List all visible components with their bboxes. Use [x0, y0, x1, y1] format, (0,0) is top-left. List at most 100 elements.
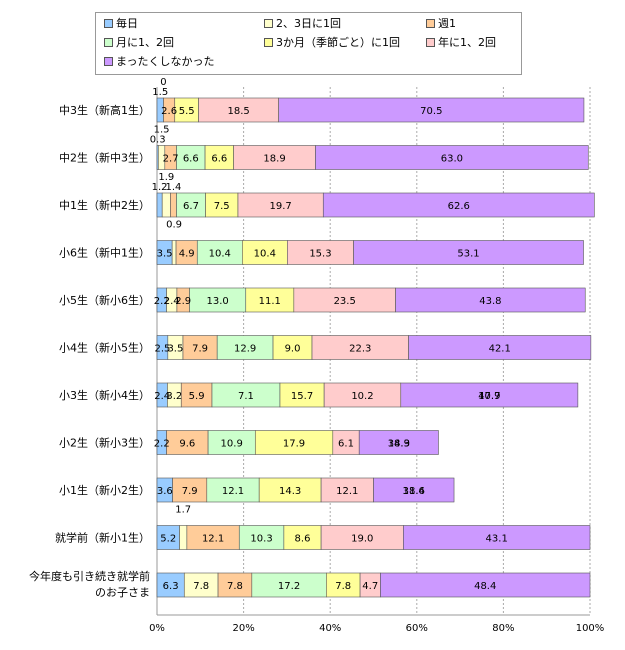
- legend-item: 月に1、2回: [104, 34, 174, 50]
- bar-segment: [172, 477, 208, 503]
- data-label: 10.3: [250, 534, 272, 545]
- bar-segment: [380, 572, 591, 598]
- data-label: 12.1: [336, 486, 358, 497]
- data-label: 17.2: [278, 581, 300, 592]
- data-label: 2.2: [154, 439, 170, 450]
- bar-segment: [238, 525, 285, 550]
- legend-item: 週1: [426, 15, 456, 31]
- bar-segment: [358, 430, 439, 455]
- bar-segment: [323, 382, 402, 408]
- bar-segment: [326, 572, 361, 598]
- bar-segment: [242, 240, 288, 265]
- bar-segment: [161, 192, 171, 218]
- category-label: 今年度も引き続き就学前: [29, 569, 150, 583]
- legend-swatch: [104, 18, 113, 28]
- data-label: 1.5: [154, 125, 170, 136]
- legend-item: 毎日: [104, 15, 138, 31]
- legend-label: 週1: [438, 17, 456, 30]
- data-label: 2.7: [163, 154, 179, 165]
- bar-segment: [170, 192, 177, 218]
- bar-segment: [293, 287, 396, 313]
- bar-segment: [403, 525, 591, 550]
- legend-swatch: [426, 37, 435, 47]
- data-label: 2.9: [175, 296, 191, 307]
- x-tick-label: 0%: [149, 623, 165, 634]
- data-label: 0.9: [166, 220, 182, 231]
- data-label: 23.5: [334, 296, 356, 307]
- data-label: 42.1: [489, 344, 511, 355]
- bar-segment: [205, 192, 239, 218]
- data-label: 48.4: [474, 581, 496, 592]
- legend-label: 2、3日に1回: [276, 17, 341, 30]
- category-label: 就学前（新小1生）: [55, 531, 150, 545]
- x-tick-label: 100%: [576, 623, 605, 634]
- data-label: 7.1: [238, 391, 254, 402]
- legend-label: 3か月（季節ごと）に1回: [276, 36, 400, 49]
- bar-segment: [176, 192, 206, 218]
- bar-segment: [278, 97, 585, 123]
- data-label: 31.4: [403, 486, 425, 497]
- data-label: 5.9: [189, 391, 205, 402]
- data-label: 6.6: [211, 154, 227, 165]
- category-label: 小2生（新小3生）: [59, 436, 150, 450]
- data-label: 7.9: [192, 344, 208, 355]
- data-label: 1.9: [158, 172, 174, 183]
- legend-label: まったくしなかった: [116, 55, 215, 68]
- data-label: 8.6: [295, 534, 311, 545]
- legend-item: まったくしなかった: [104, 53, 215, 69]
- data-label: 10.4: [254, 249, 276, 260]
- data-label: 7.5: [214, 201, 230, 212]
- data-label: 10.2: [351, 391, 373, 402]
- data-label: 1.7: [175, 505, 191, 516]
- data-label: 22.3: [349, 344, 371, 355]
- legend-swatch: [264, 18, 273, 28]
- data-label: 9.0: [285, 344, 301, 355]
- data-label: 70.5: [420, 106, 442, 117]
- bar-segment: [198, 97, 279, 123]
- data-label: 19.0: [351, 534, 373, 545]
- category-label: 小1生（新小2生）: [59, 483, 150, 497]
- data-label: 2.2: [154, 296, 170, 307]
- data-label: 2.4: [154, 391, 170, 402]
- bar-segment: [186, 525, 240, 550]
- legend-label: 年に1、2回: [438, 36, 496, 49]
- bar-segment: [207, 430, 256, 455]
- data-label: 1.4: [166, 182, 182, 193]
- category-label: 中1生（新中2生）: [59, 198, 150, 212]
- category-label: 小6生（新中1生）: [59, 246, 150, 260]
- bar-segment: [171, 240, 177, 265]
- bar-segment: [156, 572, 185, 598]
- data-label: 6.3: [163, 581, 179, 592]
- data-label: 4.7: [362, 581, 378, 592]
- data-label: 18.5: [227, 106, 249, 117]
- data-label: 1.2: [152, 182, 168, 193]
- data-label: 14.3: [279, 486, 301, 497]
- bar-segment: [311, 335, 409, 360]
- data-label: 2.4: [164, 296, 180, 307]
- data-label: 6.1: [338, 439, 354, 450]
- legend: 毎日 2、3日に1回 週1 月に1、2回 3か月（季節ごと）に1回 年に1、2回まったくし…: [95, 12, 522, 75]
- bar-segment: [320, 477, 374, 503]
- bar-segment: [196, 240, 243, 265]
- data-label: 7.8: [193, 581, 209, 592]
- bar-segment: [400, 382, 579, 408]
- legend-swatch: [104, 37, 113, 47]
- legend-item: 年に1、2回: [426, 34, 496, 50]
- bar-segment: [408, 335, 592, 360]
- legend-item: 3か月（季節ごと）に1回: [264, 34, 400, 50]
- data-label: 43.1: [486, 534, 508, 545]
- legend-swatch: [426, 18, 435, 28]
- x-tick-label: 80%: [492, 623, 514, 634]
- bar-segment: [315, 145, 589, 170]
- data-label: 12.1: [202, 534, 224, 545]
- data-label: 6.7: [183, 201, 199, 212]
- data-label: 40.9: [478, 391, 500, 402]
- data-label: 7.8: [227, 581, 243, 592]
- bar-segment: [251, 572, 327, 598]
- data-label: 0.3: [150, 135, 166, 146]
- data-label: 3.5: [157, 249, 173, 260]
- data-label: 13.0: [206, 296, 228, 307]
- category-label: 小5生（新小6生）: [59, 293, 150, 307]
- category-label: 中2生（新中3生）: [59, 151, 150, 165]
